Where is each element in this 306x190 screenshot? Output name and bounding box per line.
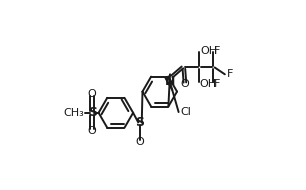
- Text: O: O: [181, 79, 189, 89]
- Text: N: N: [165, 75, 175, 89]
- Text: CH₃: CH₃: [63, 108, 84, 118]
- Text: O: O: [136, 137, 144, 147]
- Text: O: O: [88, 89, 96, 100]
- Text: F: F: [214, 46, 220, 56]
- Text: S: S: [136, 116, 144, 129]
- Text: S: S: [88, 106, 97, 119]
- Text: O: O: [88, 126, 96, 136]
- Text: F: F: [227, 69, 233, 79]
- Text: OH: OH: [200, 46, 217, 56]
- Text: F: F: [214, 79, 220, 89]
- Text: Cl: Cl: [181, 107, 191, 117]
- Text: OH: OH: [200, 79, 217, 89]
